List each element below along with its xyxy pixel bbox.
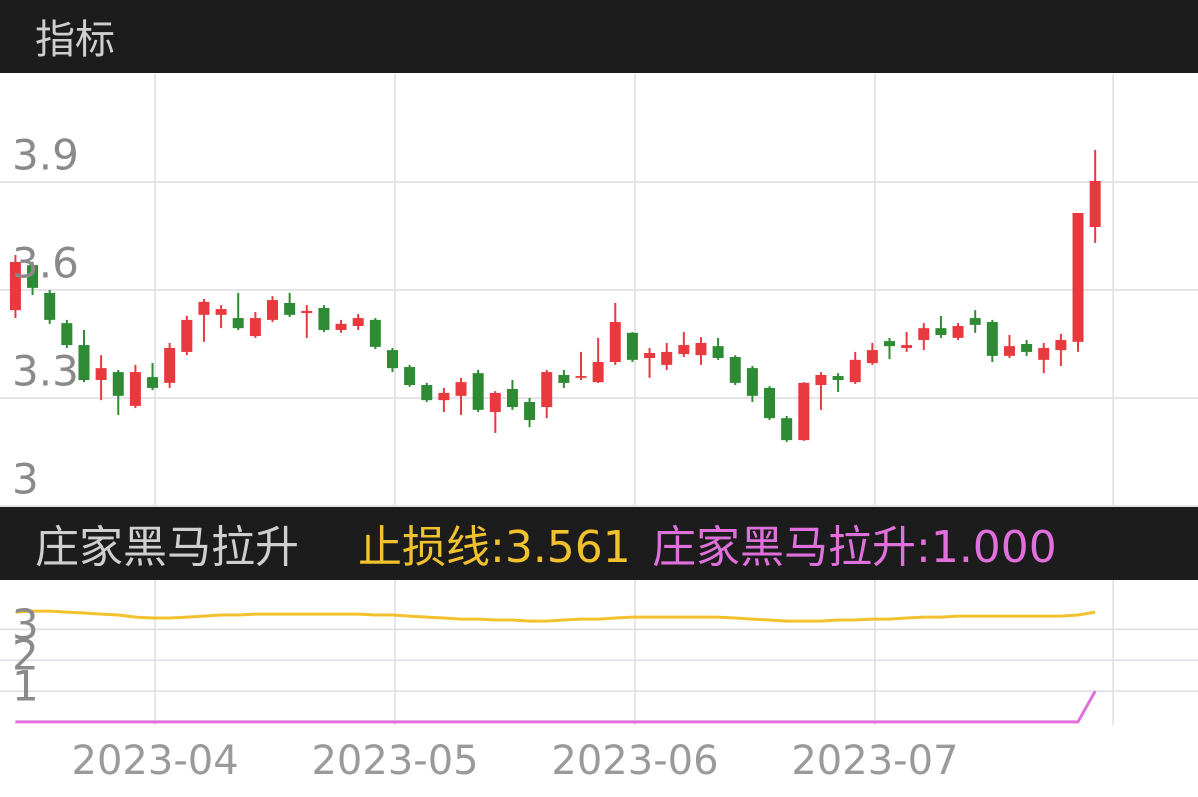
x-tick-label: 2023-06 [551,738,718,784]
candle-body [44,292,56,320]
indicator-bar [0,507,1198,580]
candle-body [935,328,947,335]
candle-body [729,356,741,383]
indicator-line [15,690,1097,724]
candle-body [472,373,484,410]
candle-body [1055,340,1067,351]
candle-body [284,302,296,315]
candle-body [112,372,124,396]
candle-body [489,392,501,413]
y-tick-label: 3.9 [12,131,79,180]
candle-body [815,374,827,386]
candle-body [147,377,159,388]
candle-body [1038,347,1050,360]
candle-body [335,323,347,330]
candle-body [798,382,810,441]
candle-body [969,318,981,325]
candle-body [27,265,39,288]
candle-body [866,350,878,364]
candle-body [455,382,467,396]
candle-body [781,418,793,441]
candle-body [952,326,964,338]
legend-entry: 庄家黑马拉升:1.000 [652,522,1057,573]
candle-body [1089,180,1101,227]
candle-body [695,342,707,356]
candle-body [901,345,913,348]
candle-body [1021,344,1033,352]
indicator-line [15,609,1096,623]
x-tick-label: 2023-07 [791,738,958,784]
candle-body [918,328,930,341]
candle-body [1072,212,1084,342]
candle-body [164,347,176,383]
candle-body [1003,346,1015,356]
x-tick-label: 2023-04 [72,738,239,784]
candle-body [558,374,570,383]
y-tick-label: 3.6 [12,239,79,288]
y-tick-label: 2 [12,631,39,680]
header-title: 指标 [35,17,115,63]
y-tick-label: 3 [12,600,39,649]
candle-body [386,350,398,369]
candle-body [661,351,673,365]
candle-body [609,322,621,362]
candle-body [404,367,416,386]
legend-text: : [916,522,931,573]
candle-body [849,359,861,383]
candle-body [764,387,776,419]
candle-body [61,323,73,346]
legend-text: 庄家黑马拉升 [652,522,916,573]
y-tick-label: 3 [12,455,39,504]
candle-body [318,308,330,330]
legend-text: 止损线 [358,522,490,573]
candle-body [678,345,690,355]
candle-body [352,318,364,326]
candle-body [9,261,21,311]
x-tick-label: 2023-05 [311,738,478,784]
candle-body [712,346,724,359]
candle-body [129,372,141,406]
candle-body [232,318,244,329]
candle-body [198,301,210,315]
candle-body [215,309,227,315]
header-bar [0,0,1198,73]
candle-body [832,376,844,380]
legend-text: 3.561 [505,522,631,573]
candle-body [506,389,518,407]
candle-body [438,392,450,401]
candle-body [249,318,261,337]
y-tick-label: 3.3 [12,347,79,396]
candle-body [95,368,107,380]
candle-body [301,310,313,314]
candle-body [644,353,656,359]
candle-body [575,376,587,378]
candle-body [986,322,998,356]
candle-body [267,300,279,320]
candle-body [181,319,193,352]
candle-body [626,332,638,360]
indicator-title: 庄家黑马拉升 [35,522,299,573]
y-tick-label: 1 [12,662,39,711]
legend-text: 1.000 [931,522,1057,573]
candle-body [884,341,896,347]
legend-text: : [490,522,505,573]
candle-body [541,372,553,407]
candle-body [592,362,604,383]
candle-body [524,401,536,420]
candle-body [78,345,90,380]
legend-entry: 止损线:3.561 [358,522,631,573]
candle-body [746,368,758,396]
candle-body [369,319,381,347]
candle-body [421,385,433,401]
